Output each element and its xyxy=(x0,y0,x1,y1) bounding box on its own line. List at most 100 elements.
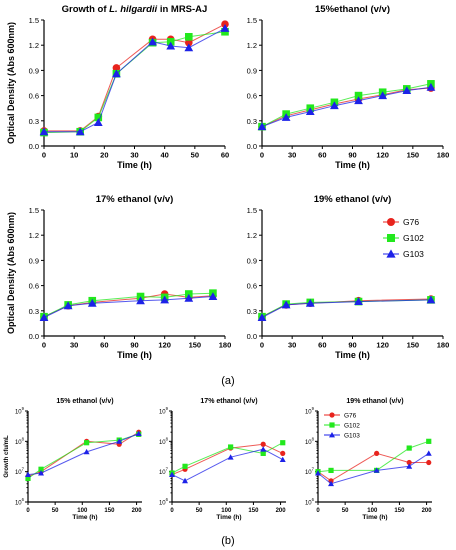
series-line-G102 xyxy=(171,442,283,474)
x-axis-label: Time (h) xyxy=(335,160,370,170)
data-point-G103 xyxy=(75,127,85,136)
x-tick-label: 0 xyxy=(42,151,46,160)
x-tick-label: 90 xyxy=(348,151,356,160)
series-line-G76 xyxy=(261,87,431,128)
data-point-G102 xyxy=(328,467,334,474)
data-point-G103 xyxy=(112,69,121,78)
y-tick-base: 10 xyxy=(15,501,22,507)
y-tick-base: 10 xyxy=(159,410,166,416)
data-point-G103 xyxy=(426,82,436,91)
x-tick-label: 30 xyxy=(288,151,296,160)
x-tick-label: 40 xyxy=(160,151,168,160)
data-point-G103 xyxy=(354,96,363,105)
legend-marker-G76 xyxy=(329,412,335,418)
chart-title-part: 19% ethanol (v/v) xyxy=(346,398,403,405)
y-tick-base: 10 xyxy=(159,501,166,507)
y-tick-base: 10 xyxy=(15,470,22,476)
data-point-G103 xyxy=(402,86,412,95)
data-point-G103 xyxy=(330,101,339,110)
legend-marker-G102 xyxy=(329,422,335,428)
x-tick-label: 30 xyxy=(288,341,296,350)
y-tick-exp: 7 xyxy=(312,467,315,472)
data-point-G103 xyxy=(38,470,45,476)
x-tick-label: 60 xyxy=(221,151,229,160)
chart-title: Growth of L. hilgardii in MRS-AJ xyxy=(62,4,208,15)
y-tick-exp: 8 xyxy=(22,436,25,441)
x-tick-label: 90 xyxy=(130,341,138,350)
x-tick-label: 50 xyxy=(342,508,349,514)
series-line-G102 xyxy=(261,83,432,128)
legend-label-G103: G103 xyxy=(344,432,360,439)
data-point-G103 xyxy=(148,37,157,46)
data-point-G103 xyxy=(136,296,145,305)
data-point-G103 xyxy=(354,297,363,306)
y-tick-label: 0.9 xyxy=(247,256,257,265)
y-tick-base: 10 xyxy=(305,501,312,507)
chart-title-part: 17% ethanol (v/v) xyxy=(96,194,174,205)
data-point-G103 xyxy=(378,91,388,100)
data-point-G102 xyxy=(182,463,188,469)
data-point-G103 xyxy=(425,450,432,456)
x-tick-label: 180 xyxy=(437,151,450,160)
y-tick-label: 109 xyxy=(305,406,315,416)
x-tick-label: 120 xyxy=(376,151,389,160)
y-tick-label: 106 xyxy=(159,497,169,507)
y-tick-base: 10 xyxy=(305,440,312,446)
chart-a2: 15%ethanol (v/v) 0 30 60 90 120 150 180 0.0 0.3 0.… xyxy=(247,4,450,170)
x-tick-label: 180 xyxy=(219,341,232,350)
chart-b1: 15% ethanol (v/v)0 50 100 150 20010610710810… xyxy=(4,398,142,521)
data-point-G103 xyxy=(63,301,73,310)
data-point-G76 xyxy=(406,459,412,466)
data-point-G76 xyxy=(260,441,266,447)
data-point-G103 xyxy=(39,127,49,136)
data-point-G102 xyxy=(185,33,193,41)
data-point-G103 xyxy=(406,463,413,469)
chart-title-part: Growth of xyxy=(62,4,110,15)
x-axis-label: Time (h) xyxy=(72,514,97,521)
y-tick-exp: 8 xyxy=(166,436,169,441)
series-line-G76 xyxy=(44,23,226,132)
x-tick-label: 200 xyxy=(422,508,433,514)
y-tick-label: 0.0 xyxy=(247,332,257,341)
x-axis-label: Time (h) xyxy=(362,514,387,521)
y-tick-label: 1.5 xyxy=(247,16,257,25)
x-tick-label: 120 xyxy=(376,341,389,350)
data-point-G103 xyxy=(182,477,189,484)
data-point-G103 xyxy=(93,118,103,126)
x-tick-label: 50 xyxy=(52,508,59,514)
legend-label-G76: G76 xyxy=(403,217,419,227)
data-point-G103 xyxy=(184,293,194,302)
data-point-G103 xyxy=(39,313,49,322)
x-tick-label: 50 xyxy=(196,508,203,514)
data-point-G102 xyxy=(84,440,90,446)
legend-marker-G76 xyxy=(387,218,395,226)
x-tick-label: 150 xyxy=(189,341,202,350)
y-tick-label: 0.9 xyxy=(247,66,257,75)
chart-title-part: 17% ethanol (v/v) xyxy=(200,398,257,405)
chart-title-part: in MRS-AJ xyxy=(157,4,207,15)
data-point-G102 xyxy=(406,445,412,451)
data-point-G103 xyxy=(281,300,291,309)
legend-label-G103: G103 xyxy=(403,249,424,259)
y-tick-exp: 6 xyxy=(312,497,315,502)
x-tick-label: 120 xyxy=(158,341,171,350)
data-point-G103 xyxy=(169,471,175,477)
data-point-G103 xyxy=(281,113,291,121)
data-point-G103 xyxy=(315,470,321,476)
legend-marker-G103 xyxy=(329,432,335,438)
y-tick-label: 0.0 xyxy=(29,332,39,341)
series-line-G102 xyxy=(317,440,429,473)
series-line-G102 xyxy=(43,31,226,134)
y-tick-label: 0.3 xyxy=(29,307,39,316)
x-tick-label: 150 xyxy=(407,341,420,350)
figure-label-b: (b) xyxy=(221,535,234,547)
y-tick-label: 1.5 xyxy=(247,206,257,215)
chart-title-part: L. hilgardii xyxy=(109,4,157,15)
y-tick-exp: 9 xyxy=(22,406,25,411)
y-tick-label: 108 xyxy=(159,436,169,446)
y-tick-exp: 7 xyxy=(166,467,169,472)
data-point-G103 xyxy=(426,295,436,304)
chart-a4: 19% ethanol (v/v) 0 30 60 90 120 150 180 0.0 0.3 0… xyxy=(247,194,450,360)
x-tick-label: 100 xyxy=(77,508,88,514)
series-line-G103 xyxy=(44,27,226,133)
